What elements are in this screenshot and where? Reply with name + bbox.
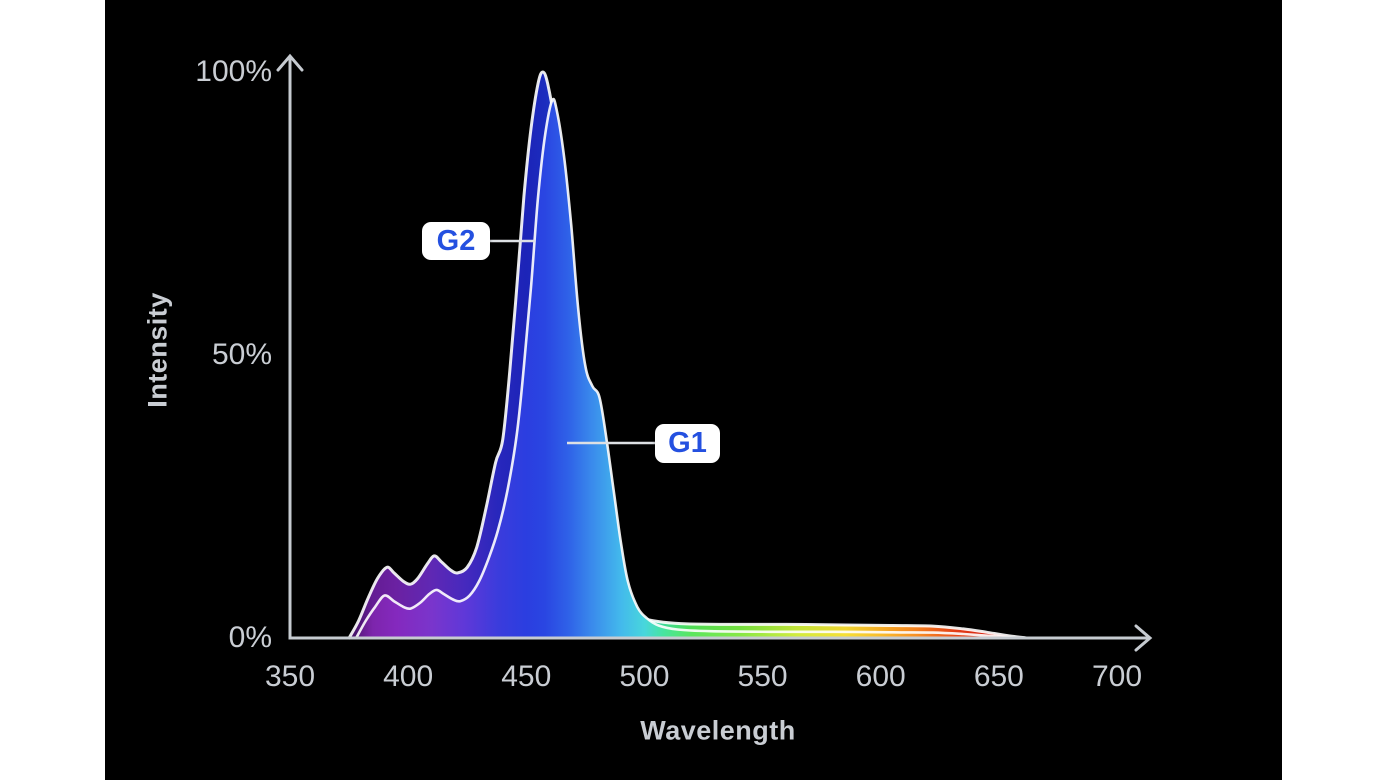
x-axis-arrow-icon bbox=[1134, 624, 1153, 652]
x-tick-label: 650 bbox=[973, 660, 1024, 693]
y-axis-arrow-icon bbox=[276, 53, 304, 72]
x-tick-label: 500 bbox=[619, 660, 670, 693]
x-tick-label: 550 bbox=[737, 660, 788, 693]
spectrum-chart bbox=[276, 53, 1153, 652]
g1-curve bbox=[354, 97, 1024, 640]
y-tick-label: 0% bbox=[228, 621, 272, 654]
chart-canvas: Intensity Wavelength 100% 50% 0% 350 400 450… bbox=[105, 0, 1282, 780]
series-label-box-g2: G2 bbox=[422, 222, 490, 260]
y-tick-label: 50% bbox=[211, 338, 272, 371]
x-axis-title: Wavelength bbox=[640, 715, 796, 746]
x-tick-label: 400 bbox=[383, 660, 434, 693]
axis-lines bbox=[288, 58, 1149, 640]
y-axis-title: Intensity bbox=[142, 292, 173, 408]
x-tick-label: 600 bbox=[855, 660, 906, 693]
x-tick-label: 700 bbox=[1091, 660, 1143, 693]
g2-area bbox=[349, 72, 1028, 638]
g1-area bbox=[356, 99, 1023, 638]
x-tick-label: 450 bbox=[501, 660, 552, 693]
y-tick-label: 100% bbox=[195, 55, 272, 88]
g2-curve bbox=[347, 70, 1029, 640]
x-tick-label: 350 bbox=[264, 660, 316, 693]
series-label-box-g1: G1 bbox=[655, 424, 720, 463]
